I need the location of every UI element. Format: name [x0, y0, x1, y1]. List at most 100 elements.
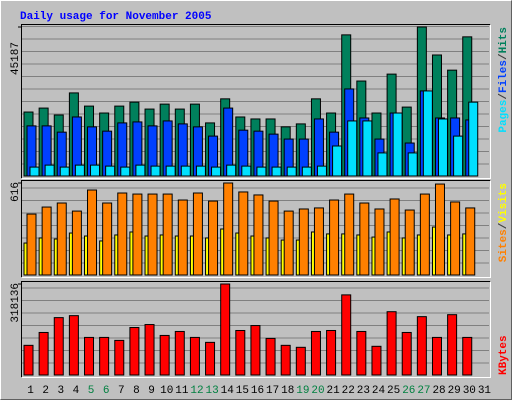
bar	[416, 316, 427, 376]
bar	[298, 208, 309, 276]
bar	[90, 164, 101, 177]
bar	[59, 166, 70, 177]
bar	[265, 337, 276, 376]
x-tick-label: 3	[58, 385, 65, 397]
x-tick-label: 10	[160, 385, 173, 397]
x-tick-label: 15	[236, 385, 249, 397]
bar	[241, 165, 252, 177]
x-tick-label: 18	[281, 385, 294, 397]
bar	[71, 210, 82, 276]
x-tick-label: 4	[73, 385, 80, 397]
bar	[105, 165, 116, 177]
x-tick-label: 11	[175, 385, 189, 397]
bar	[135, 164, 146, 177]
bar	[329, 199, 340, 276]
bar	[223, 182, 234, 276]
bar	[419, 193, 430, 276]
x-tick-label: 30	[463, 385, 476, 397]
bar	[189, 336, 200, 376]
x-tick-label: 31	[478, 385, 492, 397]
bar	[407, 152, 418, 177]
bar	[68, 315, 79, 376]
bar	[462, 336, 473, 376]
bar	[114, 339, 125, 376]
x-tick-label: 29	[448, 385, 461, 397]
bar	[208, 200, 219, 276]
bar	[74, 164, 85, 177]
bar	[250, 325, 261, 376]
bar	[132, 193, 143, 276]
bar	[253, 194, 264, 276]
bar	[26, 213, 37, 276]
legend: Sites/Visits	[498, 183, 510, 262]
panel-border-light	[21, 24, 491, 179]
bar	[87, 189, 98, 276]
bar	[465, 207, 476, 276]
legend-entry: Sites	[498, 229, 510, 262]
panel-border-dark	[21, 180, 491, 278]
x-tick-label: 28	[432, 385, 445, 397]
x-tick-label: 22	[342, 385, 355, 397]
y-max-label: 45187	[10, 42, 22, 75]
legend-separator: /	[498, 93, 510, 100]
bar	[23, 344, 34, 376]
bar	[377, 152, 388, 177]
bar	[165, 165, 176, 177]
bar	[271, 166, 282, 177]
x-tick-label: 27	[417, 385, 430, 397]
legend: Pages/Files/Hits	[498, 27, 510, 133]
bar	[468, 101, 479, 177]
bar	[295, 346, 306, 376]
bar	[341, 294, 352, 376]
bar	[447, 314, 458, 376]
panel-border-dark	[21, 281, 491, 378]
bar	[371, 345, 382, 376]
x-tick-label: 6	[103, 385, 110, 397]
y-max-label: 318136	[10, 283, 22, 323]
legend-entry: Pages	[498, 100, 510, 133]
bar	[437, 118, 448, 177]
bar	[220, 283, 231, 376]
x-tick-label: 21	[327, 385, 341, 397]
bar	[238, 191, 249, 276]
bar	[235, 329, 246, 376]
bar	[280, 344, 291, 376]
bar	[56, 202, 67, 276]
bar	[431, 336, 442, 376]
legend-entry: Files	[498, 60, 510, 93]
bar	[180, 165, 191, 177]
bar	[313, 207, 324, 276]
bar	[195, 165, 206, 177]
legend-separator: /	[498, 222, 510, 229]
bar	[422, 90, 433, 177]
bar	[205, 341, 216, 376]
x-tick-label: 17	[266, 385, 279, 397]
x-tick-label: 23	[357, 385, 370, 397]
panel-border-dark	[21, 24, 491, 179]
bar	[38, 331, 49, 376]
bar	[226, 164, 237, 177]
bar	[102, 202, 113, 276]
x-tick-label: 8	[133, 385, 140, 397]
x-tick-label: 20	[311, 385, 324, 397]
bar	[117, 192, 128, 276]
bar	[374, 208, 385, 276]
bar	[150, 165, 161, 177]
x-tick-label: 7	[118, 385, 125, 397]
bar	[389, 198, 400, 276]
legend: KBytes	[498, 335, 510, 375]
bar	[41, 206, 52, 276]
bar	[386, 311, 397, 376]
bar	[53, 317, 64, 376]
x-tick-label: 25	[387, 385, 400, 397]
legend-entry: Hits	[498, 27, 510, 53]
bar	[332, 145, 343, 177]
bar	[401, 331, 412, 376]
bar	[29, 166, 40, 177]
x-tick-label: 19	[296, 385, 309, 397]
bar	[310, 330, 321, 376]
x-tick-label: 2	[42, 385, 49, 397]
bar	[174, 330, 185, 376]
